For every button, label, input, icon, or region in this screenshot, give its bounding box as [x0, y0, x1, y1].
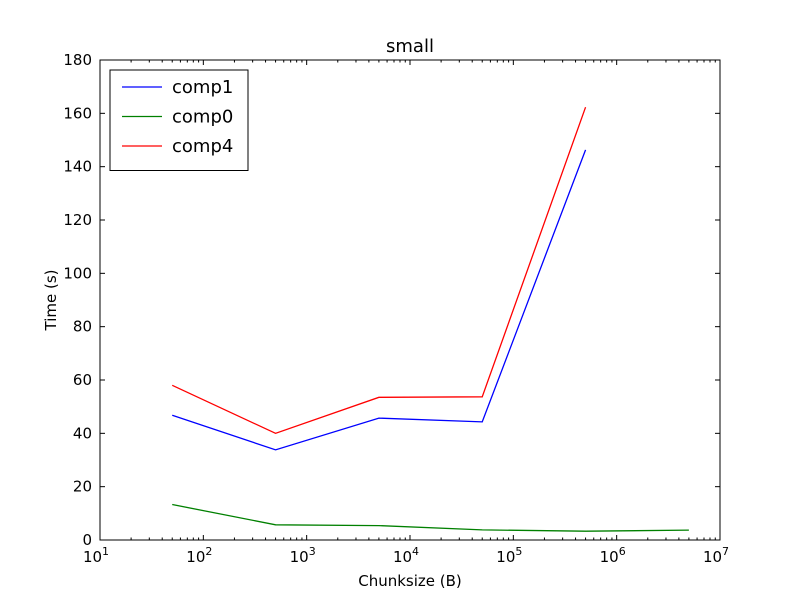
- legend-label-comp4: comp4: [172, 136, 233, 157]
- plot-area: [171, 106, 689, 532]
- x-tick-label: 101: [83, 545, 109, 566]
- y-tick-label: 40: [73, 424, 92, 442]
- x-tick-label: 105: [496, 545, 522, 566]
- y-tick-label: 20: [73, 478, 92, 496]
- y-tick-label: 120: [63, 211, 92, 229]
- y-tick-label: 60: [73, 371, 92, 389]
- chart-title: small: [386, 36, 434, 57]
- axis-ticks: 0 20 40 60 80 100 120 140 160 180 101 102 103 104 105 1…: [63, 51, 729, 566]
- x-tick-label: 107: [703, 545, 729, 566]
- y-tick-label: 0: [82, 531, 92, 549]
- legend-label-comp0: comp0: [172, 107, 233, 128]
- series-line-comp4: [171, 106, 587, 435]
- y-tick-label: 140: [63, 158, 92, 176]
- y-tick-label: 160: [63, 104, 92, 122]
- legend-label-comp1: comp1: [172, 77, 233, 98]
- series-line-comp1: [172, 149, 587, 451]
- x-tick-label: 104: [393, 545, 419, 566]
- series-line-comp0: [172, 503, 689, 532]
- x-tick-label: 102: [186, 545, 212, 566]
- x-tick-label: 103: [290, 545, 316, 566]
- y-axis-label: Time (s): [42, 270, 60, 332]
- y-tick-label: 100: [63, 264, 92, 282]
- x-tick-label: 106: [600, 545, 626, 566]
- legend: comp1 comp0 comp4: [109, 69, 249, 171]
- y-tick-label: 180: [63, 51, 92, 69]
- y-tick-label: 80: [73, 318, 92, 336]
- x-axis-label: Chunksize (B): [358, 572, 462, 590]
